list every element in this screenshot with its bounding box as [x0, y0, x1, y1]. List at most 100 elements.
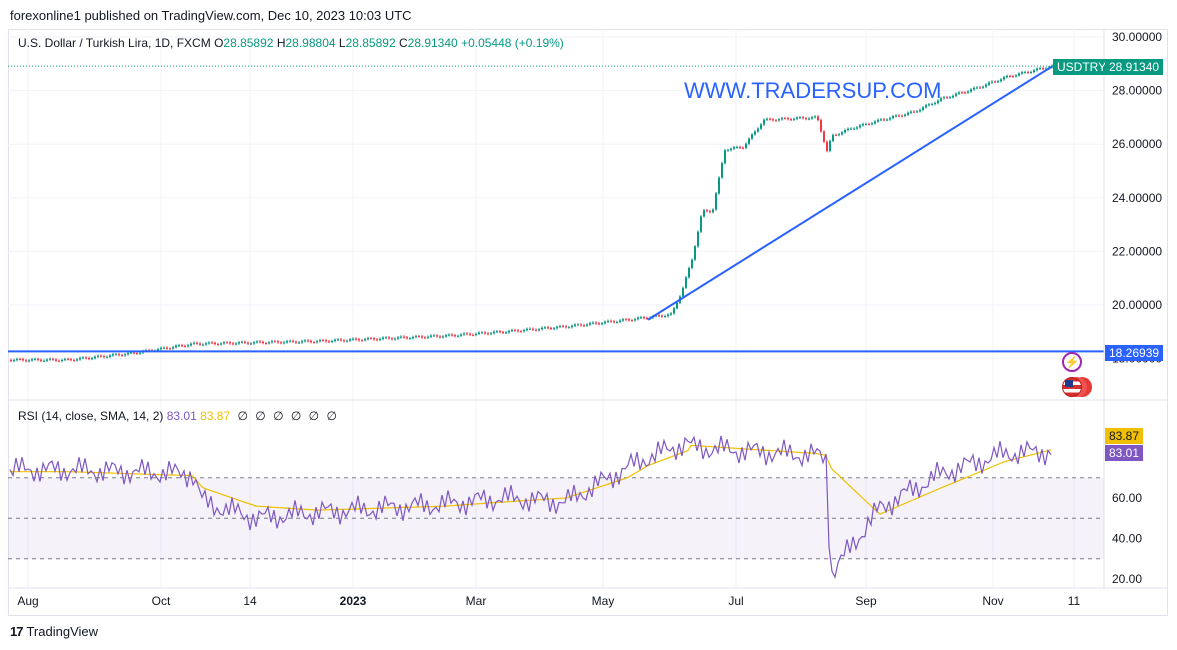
- candle: [112, 354, 114, 356]
- candle: [580, 324, 582, 326]
- candle: [193, 342, 195, 344]
- lightning-icon[interactable]: ⚡: [1062, 352, 1082, 372]
- candle: [835, 134, 837, 136]
- candle: [415, 336, 417, 338]
- candle: [808, 118, 810, 120]
- candle: [16, 358, 18, 361]
- candle: [373, 338, 375, 340]
- candle: [637, 317, 639, 320]
- candle: [493, 331, 495, 334]
- candle: [19, 358, 21, 360]
- candle: [349, 339, 351, 341]
- candle: [820, 120, 822, 132]
- candle: [460, 334, 462, 336]
- sma-tag: 83.87: [1105, 428, 1144, 444]
- rsi-placeholder: ∅: [237, 409, 248, 423]
- candle: [424, 337, 426, 339]
- candle: [73, 360, 75, 362]
- candle: [37, 358, 39, 360]
- candle: [388, 337, 390, 339]
- candle: [973, 87, 975, 90]
- candle: [337, 339, 339, 341]
- candle: [406, 337, 408, 339]
- candle: [361, 340, 363, 342]
- candle: [706, 210, 708, 212]
- candle: [1042, 68, 1044, 70]
- candle: [991, 81, 993, 83]
- candle: [862, 123, 864, 126]
- candle: [457, 335, 459, 337]
- candle: [967, 91, 969, 93]
- rsi-value: 83.01: [166, 409, 197, 423]
- candle: [994, 81, 996, 83]
- candle: [244, 341, 246, 343]
- rsi-tick-label: 60.00: [1112, 491, 1142, 505]
- candle: [1036, 68, 1038, 71]
- candle: [520, 331, 522, 333]
- candle: [139, 352, 141, 354]
- candle: [553, 328, 555, 330]
- candle: [676, 302, 678, 309]
- footer[interactable]: 17 TradingView: [10, 624, 98, 639]
- candle: [511, 329, 513, 331]
- candle: [814, 116, 816, 118]
- rsi-placeholder: ∅: [308, 409, 320, 423]
- candle: [250, 343, 252, 345]
- candle: [316, 341, 318, 343]
- candle: [439, 336, 441, 338]
- candle: [616, 321, 618, 323]
- candle: [742, 147, 744, 149]
- candle: [55, 359, 57, 361]
- candle: [841, 132, 843, 135]
- candle: [157, 349, 159, 351]
- candle: [49, 358, 51, 360]
- candle: [982, 86, 984, 88]
- candle: [601, 323, 603, 325]
- candle: [670, 313, 672, 315]
- candle: [64, 358, 66, 360]
- candle: [904, 114, 906, 116]
- price-tick-label: 30.00000: [1112, 30, 1162, 44]
- candle: [1012, 76, 1014, 78]
- candle: [97, 355, 99, 357]
- candle: [466, 333, 468, 335]
- candle: [421, 336, 423, 338]
- candle: [394, 338, 396, 340]
- low-value: 28.85892: [345, 36, 396, 50]
- candle: [508, 330, 510, 333]
- candle: [586, 324, 588, 326]
- candle: [274, 341, 276, 343]
- candle: [838, 134, 840, 136]
- candle: [790, 119, 792, 121]
- candle: [877, 119, 879, 122]
- change-value: +0.05448 (+0.19%): [461, 36, 564, 50]
- candle: [928, 104, 930, 106]
- candle: [529, 328, 531, 330]
- candle: [247, 342, 249, 344]
- candle: [1009, 75, 1011, 77]
- candle: [970, 89, 972, 92]
- candle: [61, 359, 63, 361]
- candle: [34, 358, 36, 360]
- candle: [400, 336, 402, 338]
- candle: [181, 345, 183, 347]
- candle: [829, 140, 831, 151]
- candle: [166, 347, 168, 349]
- rsi-tick-label: 40.00: [1112, 532, 1142, 546]
- candle: [802, 117, 804, 119]
- candle: [451, 334, 453, 336]
- candle: [754, 131, 756, 135]
- candle: [343, 340, 345, 342]
- us-flag-icon[interactable]: [1062, 377, 1094, 397]
- candle: [730, 148, 732, 151]
- candle: [238, 342, 240, 344]
- candle: [160, 347, 162, 350]
- candle: [934, 103, 936, 105]
- candle: [724, 150, 726, 164]
- candle: [1018, 73, 1020, 76]
- candle: [550, 328, 552, 330]
- candle: [760, 124, 762, 129]
- candle: [772, 119, 774, 121]
- symbol-label: U.S. Dollar / Turkish Lira, 1D, FXCM: [18, 36, 211, 50]
